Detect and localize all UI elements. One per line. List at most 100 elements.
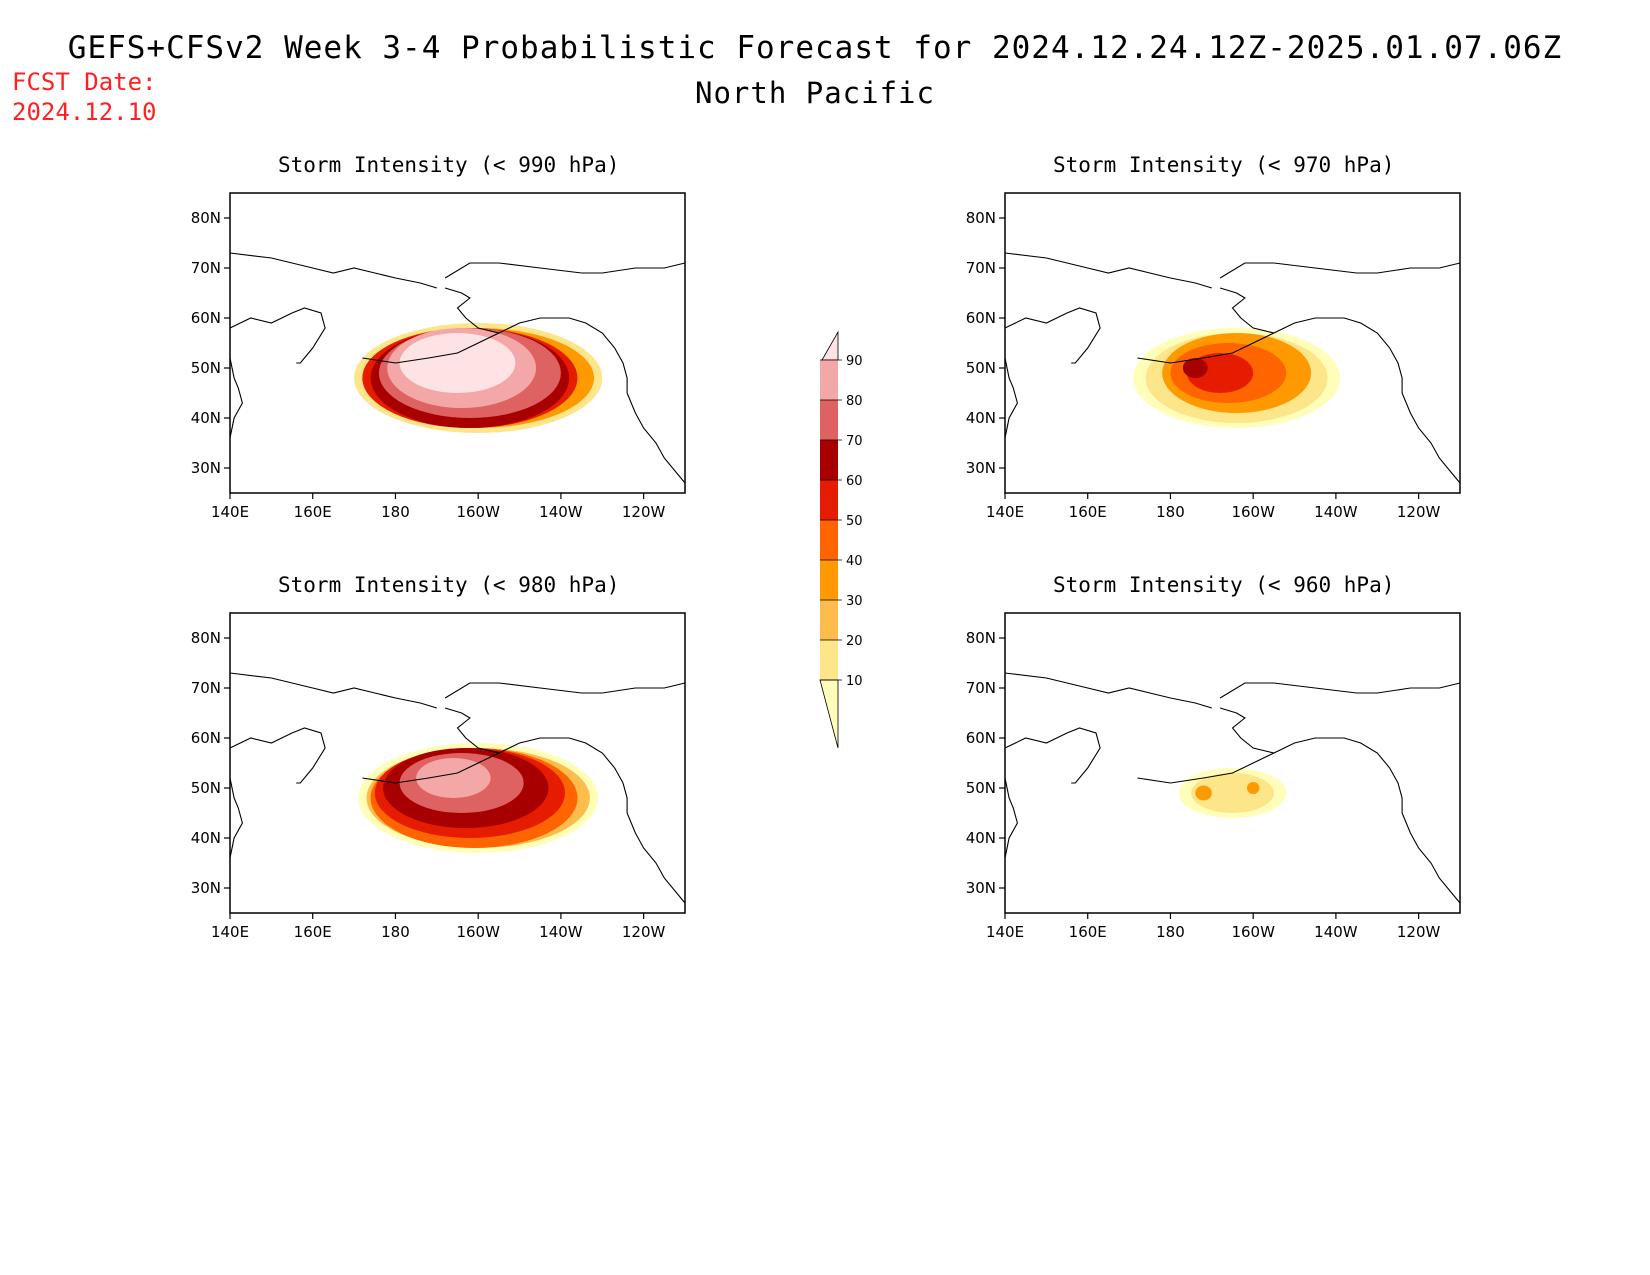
colorbar-label: 80 <box>846 394 863 409</box>
lat-tick-label: 80N <box>966 629 996 647</box>
colorbar-bin <box>820 480 838 520</box>
map-frame <box>1004 192 1461 494</box>
lon-tick-label: 160W <box>456 503 500 521</box>
lon-tick-label: 180 <box>381 503 410 521</box>
colorbar-label: 10 <box>846 674 863 689</box>
lon-tick-label: 140W <box>539 503 583 521</box>
lon-tick-label: 140E <box>986 503 1024 521</box>
lat-tick-label: 40N <box>191 829 221 847</box>
lat-tick-label: 60N <box>191 729 221 747</box>
lat-tick-label: 40N <box>966 409 996 427</box>
probability-shading <box>399 333 516 393</box>
panel-title-980: Storm Intensity (< 980 hPa) <box>278 573 620 597</box>
colorbar: 90 80 70 60 50 40 30 20 10 <box>819 330 863 749</box>
panel-title-970: Storm Intensity (< 970 hPa) <box>1053 153 1395 177</box>
colorbar-bin <box>821 330 839 361</box>
lon-tick-label: 180 <box>1156 503 1185 521</box>
probability-shading <box>1195 785 1212 801</box>
lat-tick-label: 30N <box>966 879 996 897</box>
lat-tick-label: 70N <box>191 259 221 277</box>
lat-tick-label: 50N <box>966 779 996 797</box>
lon-tick-label: 160E <box>294 923 332 941</box>
lat-tick-label: 30N <box>966 459 996 477</box>
lat-tick-label: 30N <box>191 879 221 897</box>
coastline <box>444 287 686 484</box>
lon-tick-label: 140E <box>986 923 1024 941</box>
coastline <box>1004 307 1101 364</box>
probability-shading <box>416 758 491 798</box>
lon-tick-label: 140E <box>211 923 249 941</box>
lat-tick-label: 60N <box>966 309 996 327</box>
lat-tick-label: 30N <box>191 459 221 477</box>
coastline <box>1004 252 1212 289</box>
map-frame <box>229 612 686 914</box>
map-panel-970: 80N 70N 60N 50N 40N 30N 140E 160E 180 160W 140W 120… <box>966 192 1461 521</box>
lat-tick-label: 50N <box>191 779 221 797</box>
colorbar-bin <box>820 560 838 600</box>
coastline <box>1219 707 1461 904</box>
coastline <box>1004 672 1212 709</box>
colorbar-label: 40 <box>846 554 863 569</box>
lon-tick-label: 160W <box>456 923 500 941</box>
colorbar-bin <box>820 640 838 680</box>
colorbar-bin <box>820 400 838 440</box>
coastline <box>229 672 437 709</box>
lon-tick-label: 160W <box>1231 503 1275 521</box>
lat-tick-label: 80N <box>966 209 996 227</box>
map-frame <box>229 192 686 494</box>
lat-tick-label: 60N <box>191 309 221 327</box>
coastline <box>229 777 243 859</box>
lon-tick-label: 140W <box>1314 923 1358 941</box>
panel-title-960: Storm Intensity (< 960 hPa) <box>1053 573 1395 597</box>
panel-title-990: Storm Intensity (< 990 hPa) <box>278 153 620 177</box>
forecast-date-value: 2024.12.10 <box>12 98 157 126</box>
map-panel-960: 80N 70N 60N 50N 40N 30N 140E 160E 180 160W 140W 120… <box>966 612 1461 941</box>
probability-shading <box>1246 782 1260 794</box>
coastline <box>1137 752 1275 784</box>
lon-tick-label: 180 <box>381 923 410 941</box>
lat-tick-label: 80N <box>191 209 221 227</box>
colorbar-label: 30 <box>846 594 863 609</box>
colorbar-bin <box>820 360 838 400</box>
lon-tick-label: 160W <box>1231 923 1275 941</box>
map-frame <box>1004 612 1461 914</box>
coastline <box>444 707 686 904</box>
coastline <box>1004 777 1018 859</box>
forecast-date-label: FCST Date: <box>12 68 157 96</box>
coastline <box>362 332 500 364</box>
coastline <box>229 727 326 784</box>
map-panel-990: 80N 70N 60N 50N 40N 30N 140E 160E 180 160W 140W 120… <box>191 192 686 521</box>
lon-tick-label: 140W <box>1314 503 1358 521</box>
colorbar-label: 70 <box>846 434 863 449</box>
colorbar-bin <box>820 600 838 640</box>
lat-tick-label: 70N <box>966 679 996 697</box>
colorbar-bin <box>820 440 838 480</box>
lat-tick-label: 40N <box>191 409 221 427</box>
lat-tick-label: 50N <box>191 359 221 377</box>
coastline <box>1137 332 1275 364</box>
coastline <box>229 307 326 364</box>
lon-tick-label: 120W <box>1397 503 1441 521</box>
lon-tick-label: 180 <box>1156 923 1185 941</box>
lat-tick-label: 60N <box>966 729 996 747</box>
lon-tick-label: 120W <box>1397 923 1441 941</box>
coastline <box>1219 287 1461 484</box>
coastline <box>444 262 686 279</box>
coastline <box>1219 262 1461 279</box>
lat-tick-label: 70N <box>966 259 996 277</box>
colorbar-label: 60 <box>846 474 863 489</box>
colorbar-bin <box>820 520 838 560</box>
lat-tick-label: 80N <box>191 629 221 647</box>
colorbar-bin <box>819 679 839 749</box>
coastline <box>1004 357 1018 439</box>
map-panel-980: 80N 70N 60N 50N 40N 30N 140E 160E 180 160W 140W 120… <box>191 612 686 941</box>
coastline <box>229 252 437 289</box>
lat-tick-label: 40N <box>966 829 996 847</box>
coastline <box>229 357 243 439</box>
lat-tick-label: 50N <box>966 359 996 377</box>
lon-tick-label: 120W <box>622 503 666 521</box>
lat-tick-label: 70N <box>191 679 221 697</box>
coastline <box>444 682 686 699</box>
main-title: GEFS+CFSv2 Week 3-4 Probabilistic Foreca… <box>67 30 1563 66</box>
lon-tick-label: 160E <box>1069 503 1107 521</box>
